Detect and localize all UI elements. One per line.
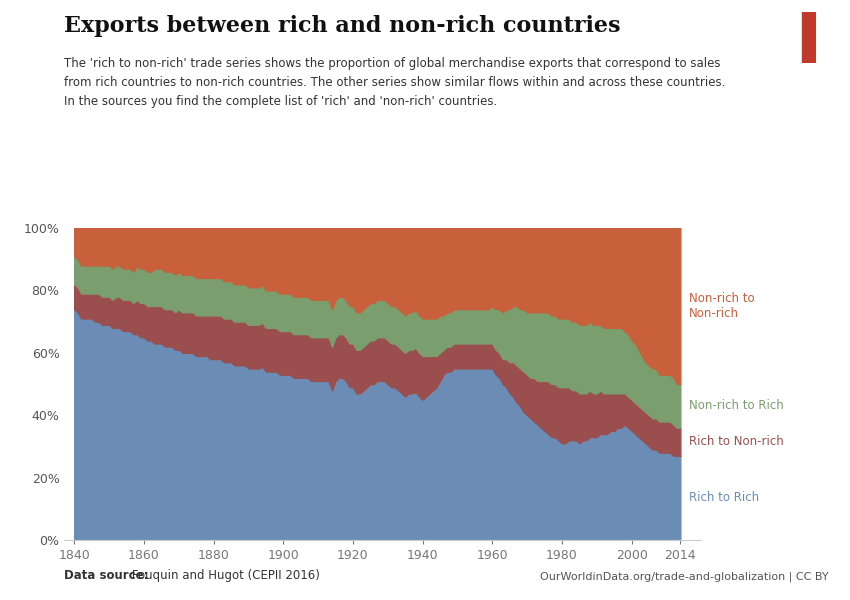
Text: Fouquin and Hugot (CEPII 2016): Fouquin and Hugot (CEPII 2016) <box>128 569 320 582</box>
Text: Our World: Our World <box>722 22 781 32</box>
Text: in Data: in Data <box>730 44 773 54</box>
Text: Non-rich to Rich: Non-rich to Rich <box>689 400 784 412</box>
Text: Exports between rich and non-rich countries: Exports between rich and non-rich countr… <box>64 15 620 37</box>
Text: Non-rich to
Non-rich: Non-rich to Non-rich <box>689 292 755 320</box>
Text: OurWorldinData.org/trade-and-globalization | CC BY: OurWorldinData.org/trade-and-globalizati… <box>540 571 829 582</box>
Bar <box>802 12 816 63</box>
Text: Rich to Rich: Rich to Rich <box>689 491 759 505</box>
Text: Data source:: Data source: <box>64 569 148 582</box>
Text: The 'rich to non-rich' trade series shows the proportion of global merchandise e: The 'rich to non-rich' trade series show… <box>64 57 725 108</box>
Text: Rich to Non-rich: Rich to Non-rich <box>689 435 784 448</box>
